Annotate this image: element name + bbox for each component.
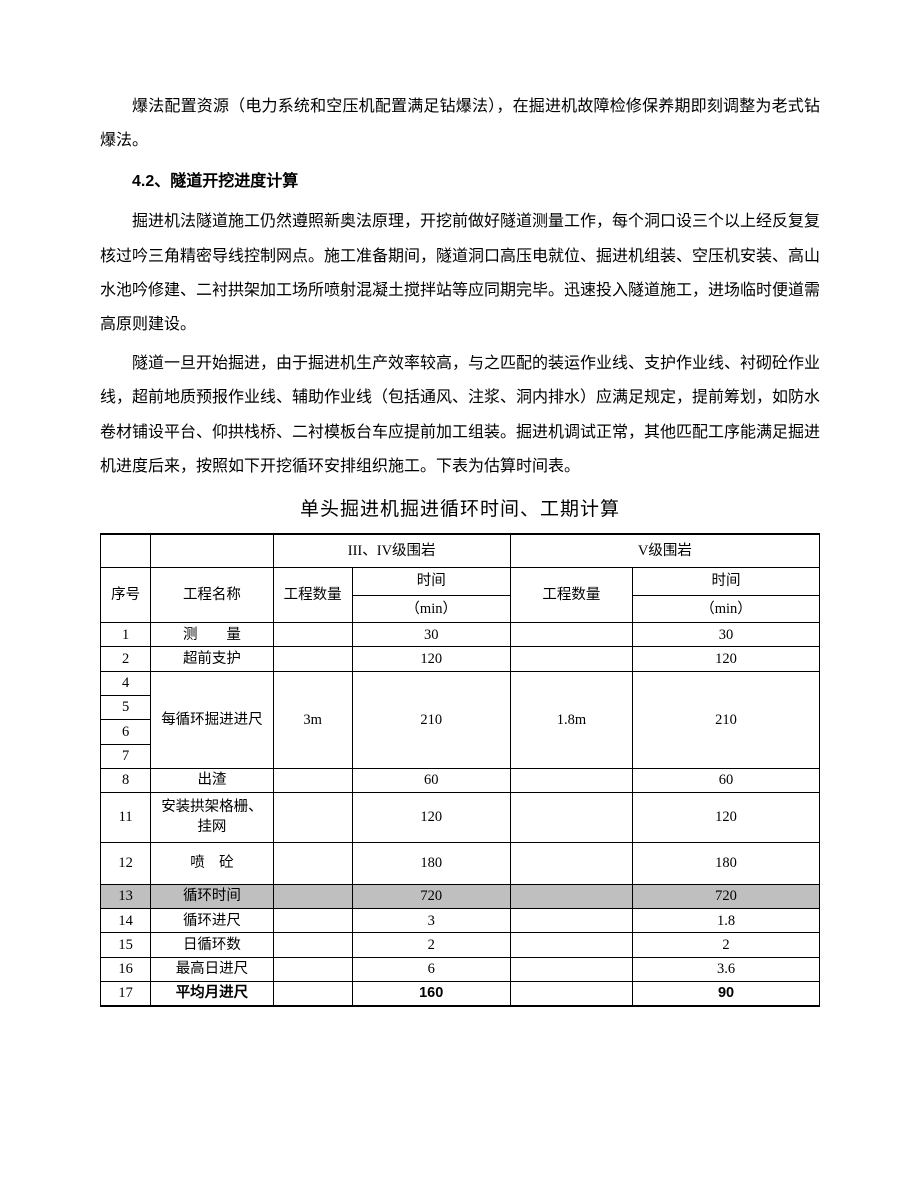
cell-q2: 1.8m [510,671,632,768]
cell-seq: 14 [101,909,151,933]
table-row: 16 最高日进尺 6 3.6 [101,957,820,981]
cell-t1: 210 [352,671,510,768]
cell-seq: 6 [101,720,151,744]
cell-t2: 3.6 [633,957,820,981]
table-row: 2 超前支护 120 120 [101,647,820,671]
table-row: 15 日循环数 2 2 [101,933,820,957]
cell-t1: 3 [352,909,510,933]
cell-seq: 4 [101,671,151,695]
cell-seq: 16 [101,957,151,981]
cell-t2: 60 [633,768,820,792]
cell-t1: 2 [352,933,510,957]
col-seq: 序号 [101,568,151,623]
excavation-cycle-table: III、IV级围岩 V级围岩 序号 工程名称 工程数量 时间 工程数量 时间 （… [100,533,820,1007]
table-row: III、IV级围岩 V级围岩 [101,534,820,568]
cell-q1 [273,647,352,671]
cell-t1: 6 [352,957,510,981]
cell-q2 [510,909,632,933]
cell-t1: 180 [352,842,510,884]
body-paragraph-2: 隧道一旦开始掘进，由于掘进机生产效率较高，与之匹配的装运作业线、支护作业线、衬砌… [100,347,820,485]
cell-t2: 30 [633,623,820,647]
cell-seq: 1 [101,623,151,647]
cell-name: 超前支护 [151,647,273,671]
cell-name: 循环进尺 [151,909,273,933]
cell-name: 平均月进尺 [151,981,273,1006]
cell-seq: 8 [101,768,151,792]
cell-t1: 120 [352,647,510,671]
cell-seq: 5 [101,695,151,719]
cell-t2: 210 [633,671,820,768]
table-row: 12 喷 砼 180 180 [101,842,820,884]
cell-q2 [510,768,632,792]
table-row: 8 出渣 60 60 [101,768,820,792]
table-row: 4 每循环掘进进尺 3m 210 1.8m 210 [101,671,820,695]
cell-q1 [273,957,352,981]
cell-t2: 90 [633,981,820,1006]
cell-t1: 60 [352,768,510,792]
cell-name: 出渣 [151,768,273,792]
cell-q1 [273,793,352,843]
body-paragraph-1: 掘进机法隧道施工仍然遵照新奥法原理，开挖前做好隧道测量工作，每个洞口设三个以上经… [100,205,820,343]
cell-t2: 1.8 [633,909,820,933]
cell-t1: 30 [352,623,510,647]
col-name: 工程名称 [151,568,273,623]
col-time-2: 时间 [633,568,820,595]
table-row: 14 循环进尺 3 1.8 [101,909,820,933]
cell-name: 日循环数 [151,933,273,957]
table-row: 11 安装拱架格栅、挂网 120 120 [101,793,820,843]
cell-name: 每循环掘进进尺 [151,671,273,768]
cell-seq: 15 [101,933,151,957]
cell-t2: 120 [633,793,820,843]
cell-q1 [273,842,352,884]
cell-t2: 120 [633,647,820,671]
table-row: 序号 工程名称 工程数量 时间 工程数量 时间 [101,568,820,595]
cell-name: 喷 砼 [151,842,273,884]
col-qty-1: 工程数量 [273,568,352,623]
table-row: 17 平均月进尺 160 90 [101,981,820,1006]
col-time-unit-2: （min） [633,595,820,622]
cell-seq: 11 [101,793,151,843]
table-row: 1 测 量 30 30 [101,623,820,647]
section-heading-4-2: 4.2、隧道开挖进度计算 [100,165,820,199]
group-header-left: III、IV级围岩 [273,534,510,568]
cell-t2: 720 [633,884,820,908]
cell-q1 [273,768,352,792]
intro-paragraph: 爆法配置资源（电力系统和空压机配置满足钻爆法），在掘进机故障检修保养期即刻调整为… [100,90,820,159]
cell-q2 [510,957,632,981]
cell-t2: 180 [633,842,820,884]
cell-t1: 160 [352,981,510,1006]
col-qty-2: 工程数量 [510,568,632,623]
cell-q2 [510,981,632,1006]
cell-name: 最高日进尺 [151,957,273,981]
cell-seq: 17 [101,981,151,1006]
cell-q1 [273,884,352,908]
cell-name: 循环时间 [151,884,273,908]
cell-q1 [273,981,352,1006]
cell-q1: 3m [273,671,352,768]
cell-seq: 13 [101,884,151,908]
cell-t1: 720 [352,884,510,908]
cell-q2 [510,884,632,908]
table-title: 单头掘进机掘进循环时间、工期计算 [100,490,820,531]
table-row: 13 循环时间 720 720 [101,884,820,908]
cell-name: 测 量 [151,623,273,647]
col-time-unit-1: （min） [352,595,510,622]
cell-seq: 7 [101,744,151,768]
col-time-1: 时间 [352,568,510,595]
cell-name: 安装拱架格栅、挂网 [151,793,273,843]
cell-q2 [510,647,632,671]
cell-q2 [510,793,632,843]
cell-q1 [273,909,352,933]
cell-q2 [510,623,632,647]
cell-seq: 2 [101,647,151,671]
cell-seq: 12 [101,842,151,884]
cell-q2 [510,933,632,957]
cell-q1 [273,933,352,957]
cell-t2: 2 [633,933,820,957]
group-header-right: V级围岩 [510,534,819,568]
cell-q1 [273,623,352,647]
cell-q2 [510,842,632,884]
cell-t1: 120 [352,793,510,843]
